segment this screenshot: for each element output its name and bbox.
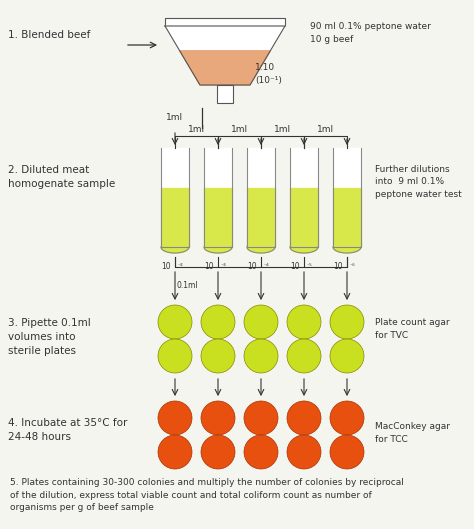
Text: 90 ml 0.1% peptone water
10 g beef: 90 ml 0.1% peptone water 10 g beef: [310, 22, 431, 43]
Polygon shape: [204, 148, 232, 188]
Polygon shape: [290, 148, 318, 188]
Polygon shape: [333, 148, 361, 188]
Circle shape: [287, 401, 321, 435]
Circle shape: [201, 339, 235, 373]
Polygon shape: [247, 247, 275, 253]
Circle shape: [158, 435, 192, 469]
Polygon shape: [247, 148, 275, 188]
Circle shape: [158, 401, 192, 435]
Text: 5. Plates containing 30-300 colonies and multiply the number of colonies by reci: 5. Plates containing 30-300 colonies and…: [10, 478, 404, 512]
Circle shape: [201, 401, 235, 435]
Text: ⁻²: ⁻²: [178, 264, 184, 269]
Polygon shape: [161, 188, 189, 247]
Circle shape: [330, 305, 364, 339]
Polygon shape: [333, 188, 361, 247]
Polygon shape: [290, 188, 318, 247]
Polygon shape: [333, 247, 361, 253]
Text: 1ml: 1ml: [231, 125, 248, 134]
Text: 10: 10: [333, 262, 343, 271]
Circle shape: [201, 435, 235, 469]
Circle shape: [330, 401, 364, 435]
Circle shape: [330, 339, 364, 373]
Text: ⁻⁵: ⁻⁵: [307, 264, 313, 269]
Circle shape: [287, 435, 321, 469]
Polygon shape: [290, 247, 318, 253]
Text: 3. Pipette 0.1ml
volumes into
sterile plates: 3. Pipette 0.1ml volumes into sterile pl…: [8, 318, 91, 356]
Text: ⁻³: ⁻³: [221, 264, 227, 269]
Text: 0.1ml: 0.1ml: [177, 281, 199, 290]
Text: 1ml: 1ml: [188, 125, 205, 134]
Text: 4. Incubate at 35°C for
24-48 hours: 4. Incubate at 35°C for 24-48 hours: [8, 418, 128, 442]
Circle shape: [158, 305, 192, 339]
Text: 10: 10: [291, 262, 300, 271]
Polygon shape: [161, 148, 189, 188]
Text: 1. Blended beef: 1. Blended beef: [8, 30, 91, 40]
Circle shape: [244, 339, 278, 373]
Text: 10: 10: [247, 262, 257, 271]
Text: 1ml: 1ml: [274, 125, 291, 134]
Polygon shape: [165, 18, 285, 26]
Text: 10: 10: [161, 262, 171, 271]
Polygon shape: [204, 188, 232, 247]
Text: ⁻⁴: ⁻⁴: [264, 264, 270, 269]
Circle shape: [244, 305, 278, 339]
Text: 2. Diluted meat
homogenate sample: 2. Diluted meat homogenate sample: [8, 165, 115, 189]
Text: ⁻⁶: ⁻⁶: [350, 264, 356, 269]
Circle shape: [244, 401, 278, 435]
Polygon shape: [165, 26, 285, 51]
Text: 1ml: 1ml: [166, 113, 183, 122]
Circle shape: [244, 435, 278, 469]
Circle shape: [330, 435, 364, 469]
Text: 10: 10: [204, 262, 214, 271]
Circle shape: [287, 305, 321, 339]
Text: 1:10: 1:10: [255, 63, 275, 72]
Polygon shape: [217, 85, 233, 103]
Circle shape: [201, 305, 235, 339]
Polygon shape: [161, 247, 189, 253]
Circle shape: [287, 339, 321, 373]
Text: Plate count agar
for TVC: Plate count agar for TVC: [375, 318, 450, 340]
Polygon shape: [180, 51, 270, 85]
Text: 1ml: 1ml: [317, 125, 334, 134]
Circle shape: [158, 339, 192, 373]
Text: Further dilutions
into  9 ml 0.1%
peptone water test: Further dilutions into 9 ml 0.1% peptone…: [375, 165, 462, 199]
Polygon shape: [247, 188, 275, 247]
Text: (10⁻¹): (10⁻¹): [255, 76, 282, 85]
Polygon shape: [204, 247, 232, 253]
Text: MacConkey agar
for TCC: MacConkey agar for TCC: [375, 422, 450, 443]
